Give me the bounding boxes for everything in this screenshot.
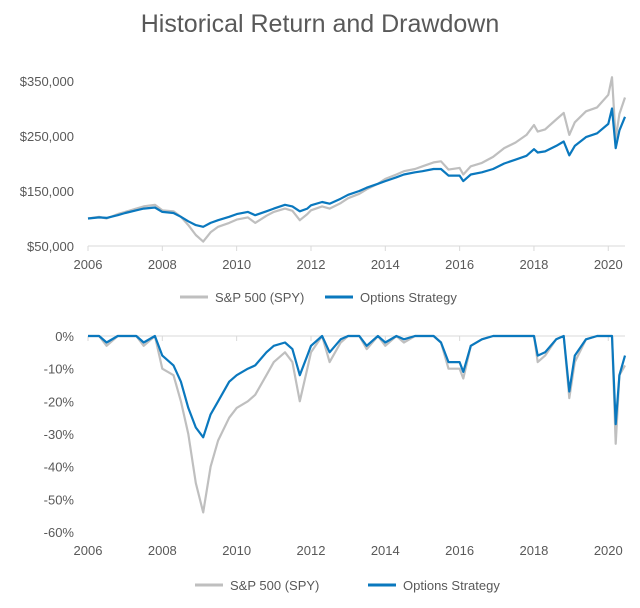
x-tick-label: 2016 [445,257,474,272]
x-tick-label: 2020 [594,257,623,272]
x-tick-label: 2010 [222,543,251,558]
y-tick-label: 0% [55,329,74,344]
legend-label-spy: S&P 500 (SPY) [215,290,304,305]
y-tick-label: -50% [44,492,75,507]
x-tick-label: 2008 [148,543,177,558]
x-tick-label: 2012 [297,543,326,558]
y-tick-label: -30% [44,427,75,442]
x-tick-label: 2016 [445,543,474,558]
y-tick-label: -60% [44,525,75,540]
x-tick-label: 2006 [74,543,103,558]
legend-label-spy: S&P 500 (SPY) [230,578,319,593]
series-line-spy [87,76,627,243]
legend-label-options-strategy: Options Strategy [403,578,500,593]
x-tick-label: 2006 [74,257,103,272]
series-line-options-strategy [87,107,627,228]
x-tick-label: 2008 [148,257,177,272]
x-tick-label: 2014 [371,543,400,558]
x-tick-label: 2018 [519,543,548,558]
y-tick-label: -20% [44,394,75,409]
x-tick-label: 2014 [371,257,400,272]
y-tick-label: -10% [44,362,75,377]
y-tick-label: $50,000 [27,239,74,254]
y-tick-label: -40% [44,460,75,475]
chart-title: Historical Return and Drawdown [140,10,500,38]
x-tick-label: 2020 [594,543,623,558]
y-tick-label: $250,000 [20,129,74,144]
y-tick-label: $150,000 [20,184,74,199]
x-tick-label: 2012 [297,257,326,272]
series-line-options-strategy [88,334,627,439]
legend-label-options-strategy: Options Strategy [360,290,457,305]
x-tick-label: 2010 [222,257,251,272]
y-tick-label: $350,000 [20,74,74,89]
x-tick-label: 2018 [519,257,548,272]
